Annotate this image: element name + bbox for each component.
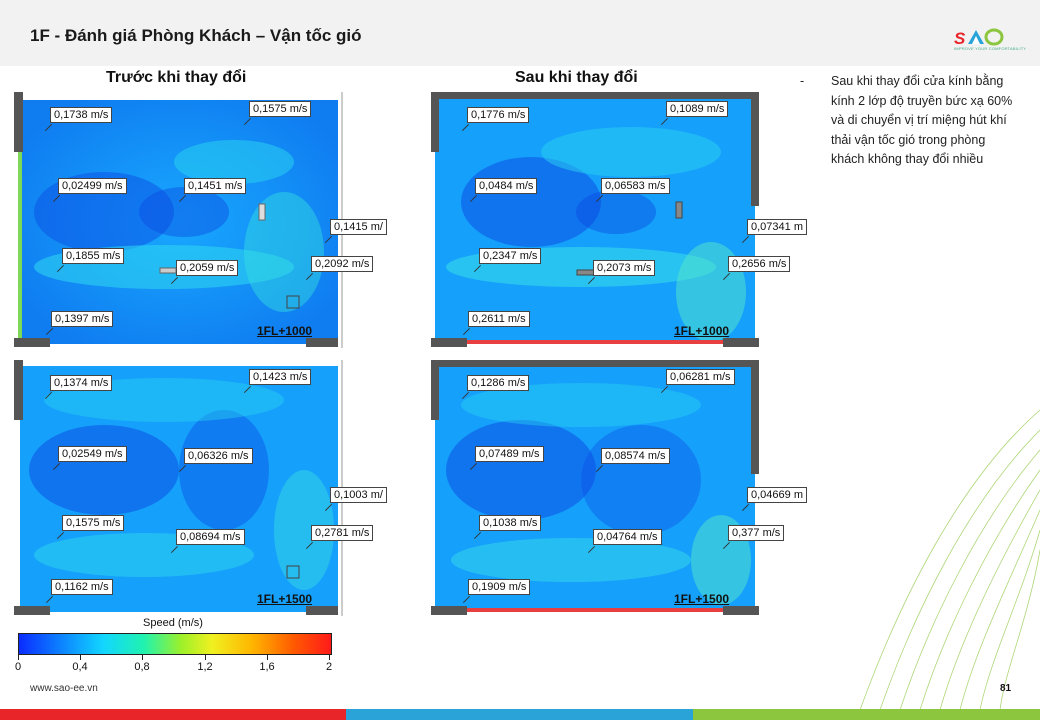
velocity-label: 0,1423 m/s: [249, 369, 312, 385]
velocity-label: 0,1162 m/s: [51, 579, 113, 595]
tick-label: 0: [14, 661, 22, 673]
sao-logo: S: [954, 28, 1004, 48]
bullet-dash: -: [800, 74, 805, 88]
velocity-label: 0,1038 m/s: [479, 515, 542, 531]
panel-before-1000: 0,1738 m/s 0,1575 m/s 0,02499 m/s 0,1451…: [14, 92, 387, 348]
velocity-label: 0,2073 m/s: [593, 260, 656, 276]
tick-mark: [142, 655, 143, 660]
legend-title: Speed (m/s): [143, 617, 203, 629]
velocity-label: 0,06281 m/s: [666, 369, 735, 385]
velocity-label: 0,1575 m/s: [249, 101, 312, 117]
velocity-label: 0,08574 m/s: [601, 448, 670, 464]
velocity-plot: [14, 92, 343, 348]
before-column-title: Trước khi thay đổi: [106, 69, 247, 86]
velocity-label: 0,06326 m/s: [184, 448, 253, 464]
velocity-label: 0,07489 m/s: [475, 446, 544, 462]
velocity-label: 0,06583 m/s: [601, 178, 670, 194]
velocity-label: 0,1003 m/: [330, 487, 387, 503]
note-text: Sau khi thay đổi cửa kính bằng kính 2 lớ…: [831, 74, 1013, 166]
decorative-curves: [859, 409, 1040, 710]
velocity-label: 0,1397 m/s: [51, 311, 114, 327]
velocity-label: 0,02549 m/s: [58, 446, 127, 462]
website-link[interactable]: www.sao-ee.vn: [30, 683, 98, 694]
velocity-label: 0,377 m/s: [728, 525, 785, 541]
footer-stripe-blue: [346, 709, 693, 720]
tick-mark: [18, 655, 19, 660]
header-bar: [0, 0, 1040, 66]
tick-label: 0,4: [72, 661, 88, 673]
velocity-label: 0,1451 m/s: [184, 178, 247, 194]
level-label: 1FL+1000: [674, 324, 730, 338]
velocity-label: 0,1738 m/s: [50, 107, 113, 123]
logo-tagline: IMPROVE YOUR COMFORTABILITY: [954, 46, 1027, 51]
level-label: 1FL+1500: [674, 592, 730, 606]
velocity-label: 0,1374 m/s: [50, 375, 113, 391]
footer-stripe-green: [693, 709, 1040, 720]
velocity-label: 0,1089 m/s: [666, 101, 729, 117]
page-number: 81: [1000, 683, 1012, 694]
after-column-title: Sau khi thay đổi: [515, 69, 638, 86]
panel-after-1500: 0,1286 m/s 0,06281 m/s 0,07489 m/s 0,085…: [431, 360, 807, 616]
tick-label: 1,6: [259, 661, 275, 673]
velocity-plot: [431, 92, 759, 347]
velocity-label: 0,2781 m/s: [311, 525, 374, 541]
velocity-plot: [14, 360, 343, 616]
velocity-label: 0,04764 m/s: [593, 529, 662, 545]
tick-mark: [267, 655, 268, 660]
velocity-label: 0,1415 m/: [330, 219, 387, 235]
velocity-label: 0,1855 m/s: [62, 248, 125, 264]
level-label: 1FL+1500: [257, 592, 313, 606]
level-label: 1FL+1000: [257, 324, 313, 338]
velocity-label: 0,02499 m/s: [58, 178, 127, 194]
color-scale-bar: [18, 633, 332, 655]
panel-after-1000: 0,1776 m/s 0,1089 m/s 0,0484 m/s 0,06583…: [431, 92, 807, 348]
velocity-label: 0,0484 m/s: [475, 178, 538, 194]
tick-label: 0,8: [134, 661, 150, 673]
velocity-label: 0,2347 m/s: [479, 248, 542, 264]
velocity-label: 0,2611 m/s: [468, 311, 530, 327]
panel-before-1500: 0,1374 m/s 0,1423 m/s 0,02549 m/s 0,0632…: [14, 360, 387, 616]
velocity-label: 0,2092 m/s: [311, 256, 374, 272]
velocity-label: 0,1575 m/s: [62, 515, 125, 531]
velocity-label: 0,1909 m/s: [468, 579, 531, 595]
tick-label: 1,2: [197, 661, 213, 673]
tick-mark: [329, 655, 330, 660]
speed-legend: Speed (m/s) 0 0,4 0,8 1,2 1,6 2: [14, 617, 338, 679]
tick-mark: [80, 655, 81, 660]
velocity-plot: [431, 360, 759, 615]
velocity-label: 0,2656 m/s: [728, 256, 791, 272]
velocity-label: 0,08694 m/s: [176, 529, 245, 545]
velocity-label: 0,2059 m/s: [176, 260, 239, 276]
velocity-label: 0,1776 m/s: [467, 107, 530, 123]
tick-label: 2: [325, 661, 333, 673]
velocity-label: 0,07341 m: [747, 219, 807, 235]
velocity-label: 0,1286 m/s: [467, 375, 530, 391]
footer-stripe-red: [0, 709, 346, 720]
svg-text:S: S: [954, 29, 966, 48]
velocity-label: 0,04669 m: [747, 487, 807, 503]
page-title: 1F - Đánh giá Phòng Khách – Vận tốc gió: [30, 26, 362, 45]
tick-mark: [205, 655, 206, 660]
